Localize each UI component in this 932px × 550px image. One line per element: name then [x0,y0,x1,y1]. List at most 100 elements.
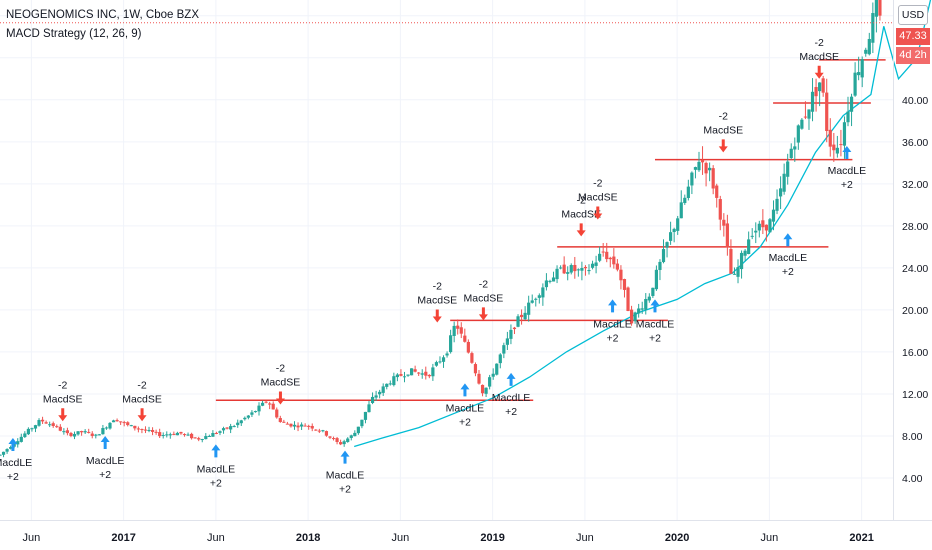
candle-body [633,312,637,322]
candle-body [143,429,148,431]
candle-body [239,420,243,424]
candle-body [587,270,591,272]
candle-body [484,387,488,394]
candle-body [864,49,868,54]
candle-body [172,433,176,435]
candle-body [221,428,226,431]
candle-body [271,403,275,410]
candle-body [168,434,172,436]
candle-body [548,280,552,282]
arrow-up-icon [211,444,221,458]
candle-body [335,438,339,442]
candle-body [583,266,588,269]
candle-body [743,250,747,256]
signal-label: MacdLE [86,455,125,467]
countdown-badge: 4d 2h [896,47,930,64]
candle-body [832,144,836,151]
candle-body [374,395,378,398]
strategy-label[interactable]: MACD Strategy (12, 26, 9) [6,28,142,40]
long-entry-signal: MacdLE +2 [0,438,32,483]
signal-qty: +2 [505,406,517,418]
candle-body [846,111,850,123]
candle-body [778,188,783,197]
candle-body [328,436,332,438]
candle-body [697,161,701,171]
candle-body [257,405,261,412]
signal-label: MacdSE [578,192,618,204]
candle-body [473,364,478,374]
indicator-line [354,0,932,448]
candle-body [569,265,573,273]
candle-body [615,263,619,270]
candle-body [466,341,470,353]
short-entry-signal: MacdSE -2 [417,281,457,323]
candle-body [395,374,399,378]
currency-button[interactable]: USD [898,5,928,25]
candle-body [541,287,545,298]
candle-body [16,441,20,445]
candle-body [158,432,162,437]
candle-body [268,403,272,405]
candle-body [498,354,502,364]
candle-body [370,396,375,404]
signal-qty: -2 [815,37,824,49]
candle-body [246,415,250,418]
candle-body [175,432,180,436]
y-tick-label: 20.00 [902,305,928,317]
y-tick-label: 28.00 [902,221,928,233]
candle-body [789,148,793,159]
candle-body [523,312,527,320]
price-levels [215,59,886,401]
candle-body [509,329,513,339]
candle-body [225,427,229,429]
x-tick-label: Jun [576,532,594,544]
candle-body [83,431,87,433]
long-entry-signal: MacdLE +2 [828,146,866,191]
candle-body [211,433,215,437]
candle-body [0,454,2,456]
long-entry-signal: MacdLE +2 [326,450,364,496]
candle-body [150,429,155,432]
y-tick-label: 12.00 [902,389,928,401]
candle-body [190,433,194,439]
signal-label: MacdSE [122,393,162,405]
candle-body [339,442,343,445]
candle-body [452,325,456,336]
candle-body [80,431,84,433]
candle-body [771,209,776,222]
arrow-up-icon [506,372,516,386]
arrow-down-icon [58,408,68,422]
candle-body [51,423,55,427]
signal-label: MacdSE [261,376,301,388]
candle-body [129,425,133,427]
candle-body [495,363,499,375]
signal-label: MacdLE [0,457,32,469]
candle-body [566,272,570,274]
candle-body [849,96,854,112]
arrow-up-icon [8,438,18,452]
candle-body [537,295,541,298]
candle-body [488,377,492,387]
candle-body [23,433,27,438]
x-tick-label: 2021 [849,532,873,544]
candle-body [527,302,531,315]
signal-label: MacdLE [446,402,485,414]
candle-body [480,384,485,394]
candle-body [559,267,563,269]
candle-body [732,273,737,275]
candle-body [782,173,786,192]
candle-body [229,426,233,430]
candle-body [108,422,112,429]
x-tick-label: Jun [761,532,779,544]
long-entry-signal: MacdLE +2 [86,435,125,481]
candle-body [839,144,843,146]
candle-body [307,425,311,427]
candle-body [133,425,137,429]
signal-label: MacdSE [417,295,457,307]
candle-body [555,268,559,280]
long-entry-signal: MacdLE +2 [197,444,235,489]
candle-body [48,424,52,426]
candle-body [814,87,818,97]
candle-body [754,230,758,233]
